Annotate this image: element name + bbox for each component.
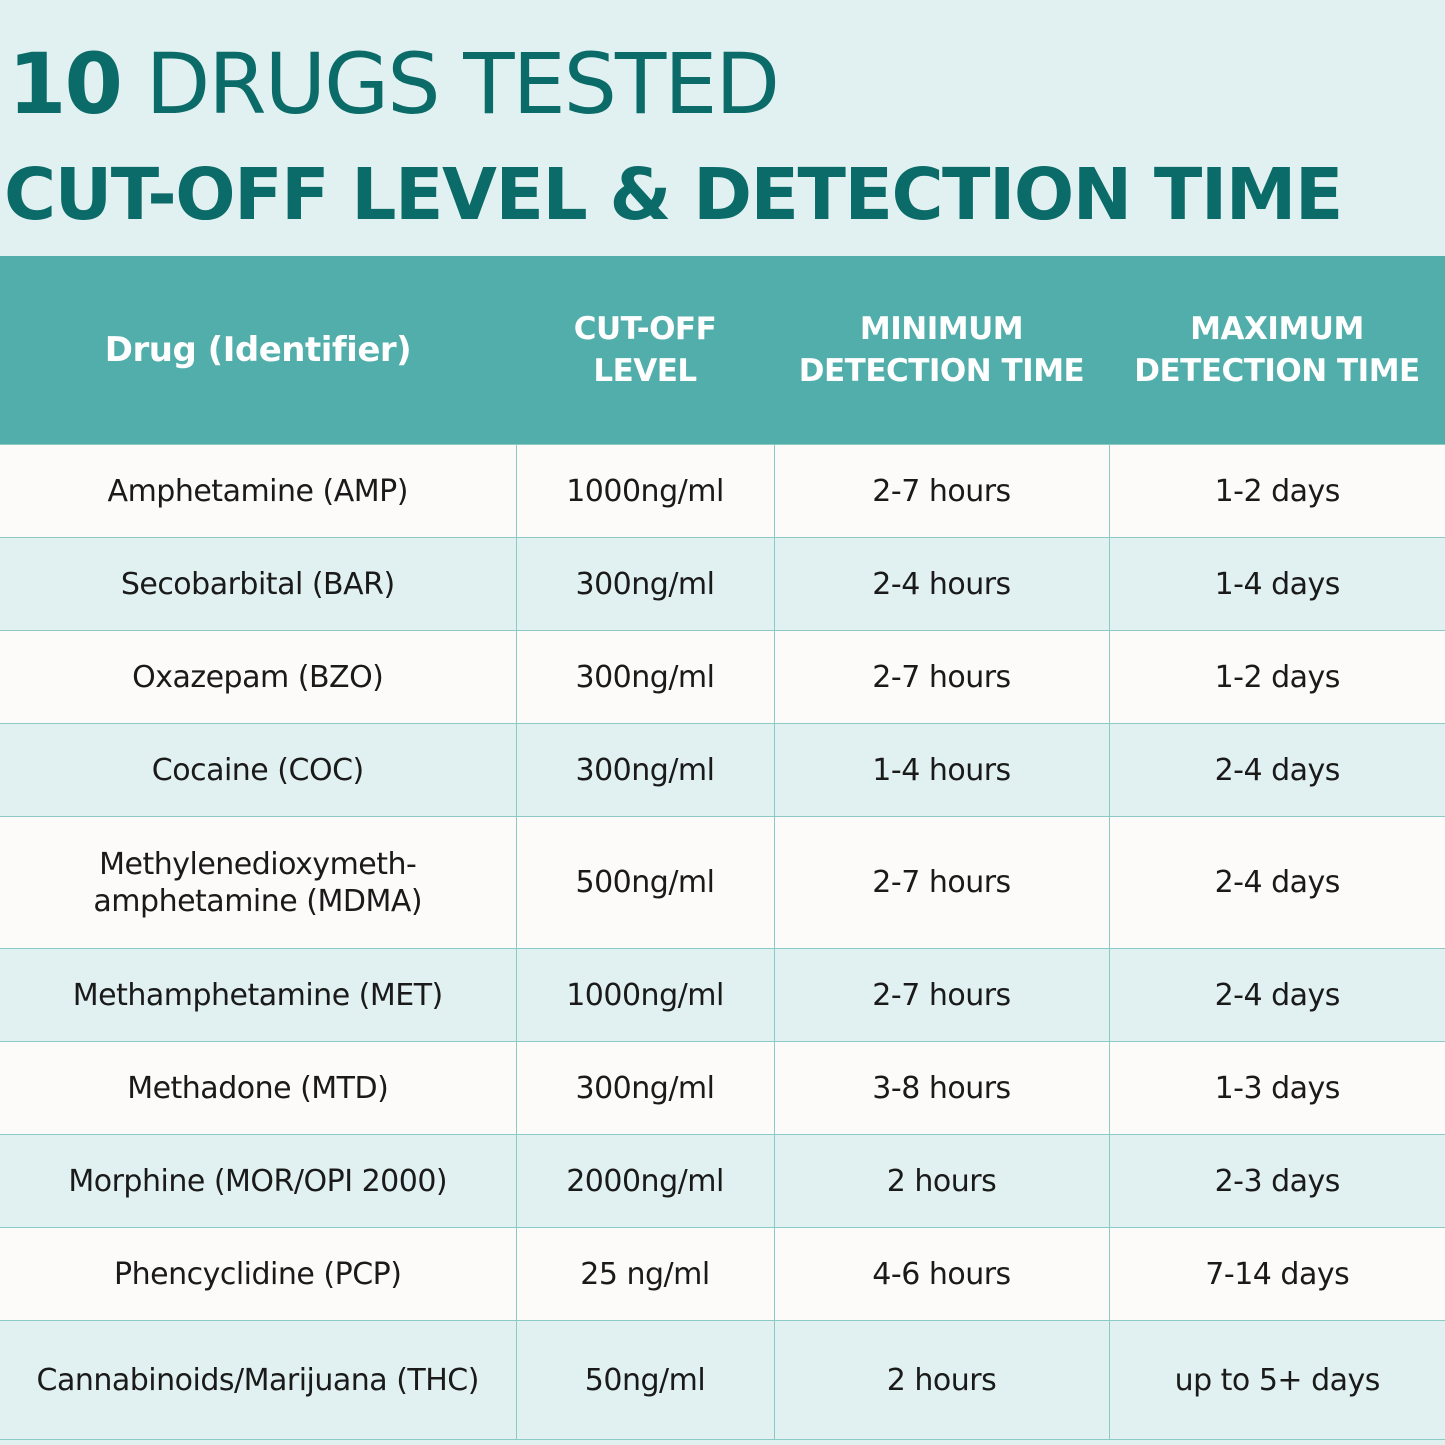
drug-detection-table: Drug (Identifier) CUT-OFF LEVEL MINIMUM …	[0, 256, 1445, 1440]
max-time-cell: 2-3 days	[1108, 1134, 1445, 1228]
drug-cell: Amphetamine (AMP)	[0, 444, 517, 538]
drug-cell: Methamphetamine (MET)	[0, 948, 517, 1042]
max-time-cell: 1-4 days	[1108, 537, 1445, 631]
max-time-cell: up to 5+ days	[1108, 1320, 1445, 1440]
min-time-cell: 2-7 hours	[773, 948, 1110, 1042]
table-row: Methadone (MTD) 300ng/ml 3-8 hours 1-3 d…	[0, 1041, 1445, 1135]
min-time-cell: 2 hours	[773, 1134, 1110, 1228]
drug-cell: Phencyclidine (PCP)	[0, 1227, 517, 1321]
min-time-cell: 2-4 hours	[773, 537, 1110, 631]
table-row: Amphetamine (AMP) 1000ng/ml 2-7 hours 1-…	[0, 444, 1445, 538]
column-header-drug-line-1: Drug (Identifier)	[104, 330, 412, 370]
drug-cell: Methylenedioxymeth- amphetamine (MDMA)	[0, 816, 517, 949]
table-row: Methylenedioxymeth- amphetamine (MDMA) 5…	[0, 816, 1445, 949]
column-header-drug: Drug (Identifier)	[0, 256, 516, 445]
cutoff-cell: 1000ng/ml	[515, 444, 775, 538]
table-header-row: Drug (Identifier) CUT-OFF LEVEL MINIMUM …	[0, 256, 1445, 445]
table-row: Secobarbital (BAR) 300ng/ml 2-4 hours 1-…	[0, 537, 1445, 631]
max-time-cell: 1-2 days	[1108, 444, 1445, 538]
title-number: 10	[8, 35, 123, 133]
column-header-min-detection: MINIMUM DETECTION TIME	[774, 256, 1109, 445]
column-header-cutoff: CUT-OFF LEVEL	[516, 256, 774, 445]
table-row: Phencyclidine (PCP) 25 ng/ml 4-6 hours 7…	[0, 1227, 1445, 1321]
max-time-cell: 2-4 days	[1108, 816, 1445, 949]
column-header-min-line-1: MINIMUM	[859, 311, 1024, 347]
table-row: Methamphetamine (MET) 1000ng/ml 2-7 hour…	[0, 948, 1445, 1042]
drug-cell-line-2: amphetamine (MDMA)	[93, 883, 423, 919]
min-time-cell: 2 hours	[773, 1320, 1110, 1440]
drug-cell: Cannabinoids/Marijuana (THC)	[0, 1320, 517, 1440]
column-header-min-line-2: DETECTION TIME	[798, 353, 1085, 389]
max-time-cell: 7-14 days	[1108, 1227, 1445, 1321]
column-header-cutoff-line-1: CUT-OFF	[573, 311, 717, 347]
cutoff-cell: 1000ng/ml	[515, 948, 775, 1042]
max-time-cell: 2-4 days	[1108, 723, 1445, 817]
max-time-cell: 1-2 days	[1108, 630, 1445, 724]
drug-cell: Cocaine (COC)	[0, 723, 517, 817]
min-time-cell: 1-4 hours	[773, 723, 1110, 817]
table-row: Oxazepam (BZO) 300ng/ml 2-7 hours 1-2 da…	[0, 630, 1445, 724]
cutoff-cell: 300ng/ml	[515, 630, 775, 724]
title-text: DRUGS TESTED	[145, 35, 780, 133]
max-time-cell: 1-3 days	[1108, 1041, 1445, 1135]
column-header-max-line-1: MAXIMUM	[1190, 311, 1364, 347]
page-title: 10 DRUGS TESTED	[8, 34, 780, 134]
page-header: 10 DRUGS TESTED CUT-OFF LEVEL & DETECTIO…	[0, 0, 1445, 256]
drug-cell: Oxazepam (BZO)	[0, 630, 517, 724]
min-time-cell: 3-8 hours	[773, 1041, 1110, 1135]
min-time-cell: 2-7 hours	[773, 816, 1110, 949]
cutoff-cell: 300ng/ml	[515, 1041, 775, 1135]
column-header-cutoff-line-2: LEVEL	[593, 353, 697, 389]
cutoff-cell: 2000ng/ml	[515, 1134, 775, 1228]
cutoff-cell: 300ng/ml	[515, 537, 775, 631]
min-time-cell: 2-7 hours	[773, 444, 1110, 538]
cutoff-cell: 300ng/ml	[515, 723, 775, 817]
table-row: Cocaine (COC) 300ng/ml 1-4 hours 2-4 day…	[0, 723, 1445, 817]
column-header-max-line-2: DETECTION TIME	[1134, 353, 1420, 389]
table-row: Cannabinoids/Marijuana (THC) 50ng/ml 2 h…	[0, 1320, 1445, 1440]
column-header-max-detection: MAXIMUM DETECTION TIME	[1109, 256, 1445, 445]
drug-cell-line-1: Methylenedioxymeth-	[99, 846, 417, 882]
drug-cell: Morphine (MOR/OPI 2000)	[0, 1134, 517, 1228]
min-time-cell: 4-6 hours	[773, 1227, 1110, 1321]
max-time-cell: 2-4 days	[1108, 948, 1445, 1042]
drug-cell: Methadone (MTD)	[0, 1041, 517, 1135]
min-time-cell: 2-7 hours	[773, 630, 1110, 724]
drug-cell: Secobarbital (BAR)	[0, 537, 517, 631]
cutoff-cell: 25 ng/ml	[515, 1227, 775, 1321]
table-row: Morphine (MOR/OPI 2000) 2000ng/ml 2 hour…	[0, 1134, 1445, 1228]
cutoff-cell: 50ng/ml	[515, 1320, 775, 1440]
cutoff-cell: 500ng/ml	[515, 816, 775, 949]
page-subtitle: CUT-OFF LEVEL & DETECTION TIME	[4, 153, 1343, 236]
